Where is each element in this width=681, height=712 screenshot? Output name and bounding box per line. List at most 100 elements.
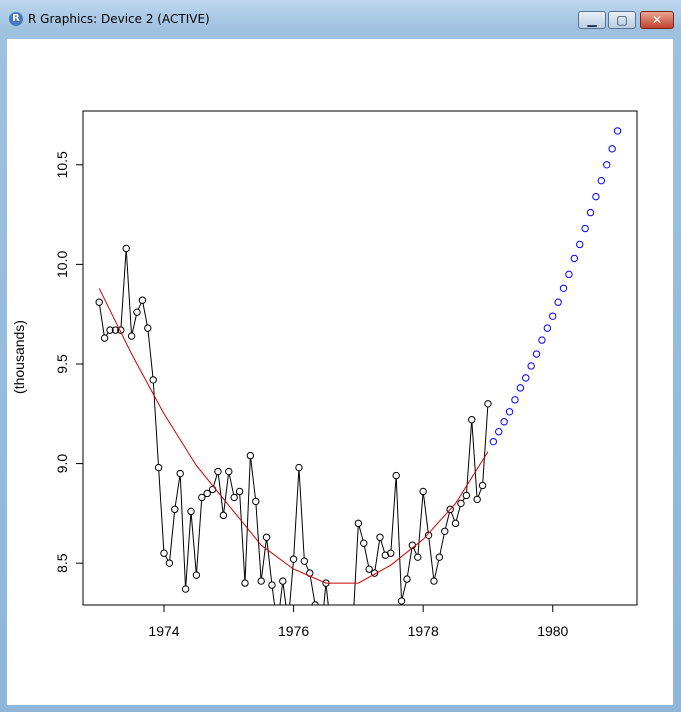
observed-point [484, 400, 492, 408]
forecast-point [608, 145, 616, 153]
observed-segment [358, 526, 364, 541]
forecast-point [532, 350, 541, 358]
plot-marks [95, 127, 622, 656]
observed-segment [271, 588, 276, 605]
observed-segment [445, 512, 450, 529]
observed-point [241, 579, 249, 587]
observed-segment [309, 576, 316, 602]
observed-point [387, 549, 395, 557]
maximize-button[interactable]: ▢ [608, 11, 636, 29]
observed-segment [333, 638, 335, 641]
observed-point [100, 334, 109, 342]
observed-point [198, 493, 206, 502]
forecast-point [527, 362, 535, 370]
observed-point [376, 533, 384, 541]
observed-point [133, 308, 141, 316]
observed-point [252, 497, 260, 506]
observed-point [122, 244, 130, 253]
observed-point [365, 565, 373, 573]
observed-point [181, 585, 190, 593]
forecast-point [505, 408, 514, 416]
forecast-point [592, 192, 600, 201]
forecast-point [581, 224, 589, 233]
observed-point [339, 650, 345, 656]
observed-segment [137, 302, 142, 310]
observed-segment [289, 562, 294, 605]
observed-segment [343, 636, 347, 650]
observed-point [370, 569, 379, 577]
observed-point [462, 491, 471, 500]
observed-point [144, 324, 152, 332]
observed-segment [120, 251, 127, 327]
observed-point [360, 539, 368, 547]
observed-segment [250, 458, 256, 499]
observed-segment [266, 540, 273, 582]
observed-segment [147, 331, 154, 377]
observed-segment [228, 474, 235, 495]
observed-point [257, 577, 265, 585]
observed-segment [282, 584, 287, 605]
observed-segment [213, 474, 218, 487]
r-logo-icon[interactable]: R [9, 12, 23, 26]
observed-segment [196, 500, 203, 572]
forecast-point [500, 418, 508, 426]
window-title: R Graphics: Device 2 (ACTIVE) [28, 12, 210, 26]
observed-point [165, 559, 174, 567]
forecast-point [613, 127, 622, 135]
observed-point [354, 519, 363, 528]
observed-segment [99, 305, 105, 335]
observed-point [262, 533, 271, 541]
observed-point [397, 597, 406, 605]
observed-point [468, 416, 476, 424]
observed-point [214, 467, 222, 476]
minimize-button[interactable]: ▁ [578, 11, 606, 29]
observed-point [295, 463, 303, 472]
x-tick-label: 1974 [148, 623, 179, 639]
plot-frame [82, 110, 638, 606]
observed-point [279, 577, 287, 585]
observed-segment [298, 470, 305, 559]
y-tick-label: 9.0 [54, 454, 70, 474]
observed-segment [413, 547, 417, 555]
observed-segment [401, 582, 407, 599]
observed-point [187, 507, 195, 516]
observed-segment [261, 540, 267, 578]
observed-segment [223, 474, 229, 513]
observed-segment [179, 476, 186, 586]
observed-segment [165, 555, 169, 561]
observed-point [334, 640, 340, 646]
observed-segment [142, 303, 148, 326]
observed-point [441, 527, 449, 535]
observed-point [225, 467, 233, 476]
observed-point [457, 499, 465, 508]
observed-segment [323, 586, 327, 605]
observed-point [208, 485, 217, 494]
observed-segment [466, 422, 473, 493]
observed-point [268, 581, 276, 589]
forecast-point [576, 240, 584, 249]
observed-point [246, 451, 255, 460]
close-button[interactable]: ✕ [640, 11, 674, 29]
observed-segment [316, 608, 320, 636]
forecast-point [516, 384, 525, 392]
observed-point [111, 326, 120, 334]
observed-segment [105, 332, 109, 336]
y-axis-label: (thousands) [11, 320, 27, 394]
observed-segment [439, 534, 445, 555]
observed-segment [462, 497, 465, 502]
observed-point [430, 577, 438, 585]
plot-canvas: 1974 1976 1978 1980 8.5 9.0 9.5 10.0 10.5 (thous… [7, 39, 673, 705]
x-tick-label: 1980 [537, 623, 568, 639]
observed-point [424, 531, 433, 539]
observed-point [106, 326, 114, 334]
observed-segment [363, 546, 370, 567]
forecast-point [565, 270, 573, 279]
axes: 1974 1976 1978 1980 8.5 9.0 9.5 10.0 10.5 [54, 151, 569, 639]
title-bar[interactable]: R R Graphics: Device 2 (ACTIVE) ▁ ▢ ✕ [0, 0, 681, 38]
observed-point [192, 571, 201, 579]
observed-segment [380, 540, 385, 553]
observed-segment [305, 563, 309, 571]
observed-point [473, 495, 481, 504]
observed-segment [455, 506, 461, 521]
